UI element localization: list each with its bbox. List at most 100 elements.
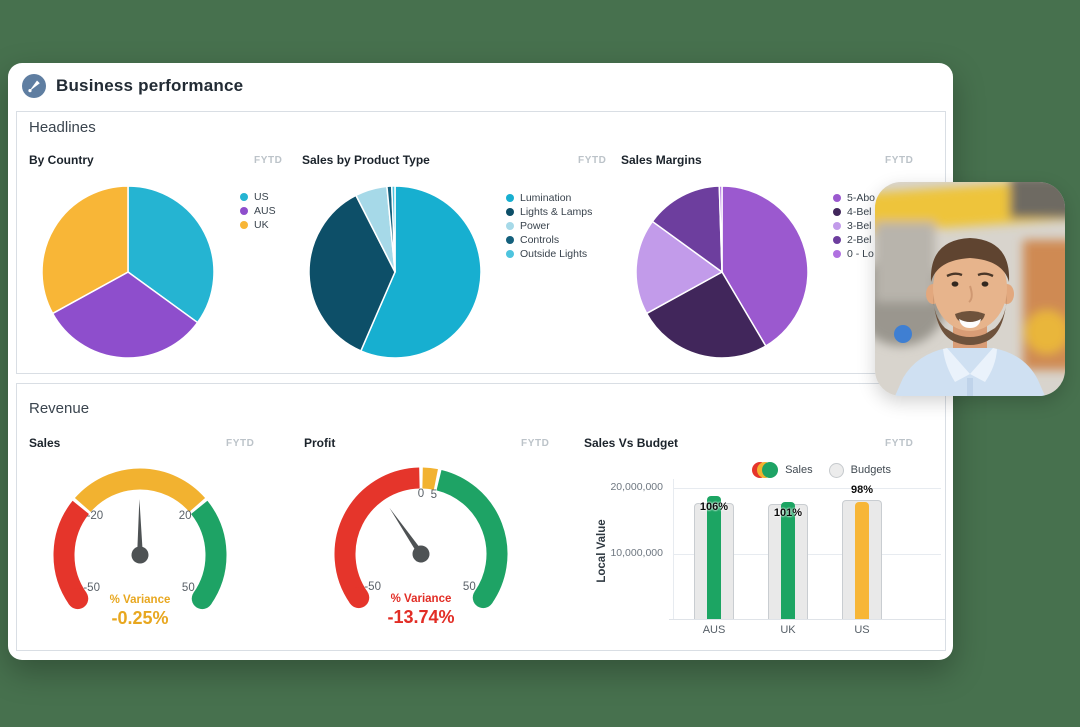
pie-slice-0 - Lo[interactable] — [718, 185, 723, 273]
legend-dot — [506, 235, 514, 244]
pie-slice-5-Abo[interactable] — [721, 185, 809, 347]
legend-item-Lights & Lamps[interactable]: Lights & Lamps — [506, 205, 593, 218]
sales-bar-US[interactable] — [855, 502, 869, 619]
category-label-UK: UK — [780, 624, 796, 636]
sales-variance-value: -0.25% — [111, 608, 169, 628]
profit-variance-label: % Variance — [390, 593, 452, 605]
sales-margins-pie-chart[interactable] — [632, 182, 812, 362]
gauge-tick--50: -50 — [364, 580, 381, 593]
legend-dot — [506, 249, 514, 258]
sales-gauge-title: Sales — [29, 436, 61, 450]
category-label-AUS: AUS — [702, 624, 726, 636]
gauge-needle — [131, 499, 149, 564]
gauge-tick-5: 5 — [430, 489, 437, 502]
sales-by-product-type-pie-chart[interactable] — [305, 182, 485, 362]
profit-variance-value: -13.74% — [387, 607, 455, 627]
sales-vs-budget-bar-chart[interactable]: 106% 101% 98% — [673, 479, 941, 619]
gauge-tick-50: 50 — [462, 580, 476, 593]
legend-item-3-Bel[interactable]: 3-Bel — [833, 219, 875, 232]
category-label-US: US — [854, 624, 870, 636]
budgets-legend-label: Budgets — [850, 464, 891, 476]
legend-dot — [240, 220, 248, 229]
legend-label: US — [254, 190, 269, 203]
pie-slice-Outside Lights[interactable] — [391, 185, 396, 273]
bar-percentage-label-UK: 101% — [773, 507, 803, 520]
legend-item-4-Bel[interactable]: 4-Bel — [833, 205, 875, 218]
profit-gauge-title: Profit — [304, 436, 336, 450]
sales-variance-gauge[interactable]: % Variance -0.25% -20 20 -50 50 — [45, 461, 235, 641]
legend-item-Power[interactable]: Power — [506, 219, 592, 232]
bar-percentage-label-US: 98% — [850, 483, 874, 496]
pie-slice-UK[interactable] — [41, 185, 129, 315]
legend-label: Outside Lights — [520, 247, 588, 260]
legend-label: 3-Bel — [847, 219, 872, 232]
sales-bar-AUS[interactable] — [707, 495, 721, 619]
sales-margins-period: FYTD — [885, 155, 914, 166]
revenue-heading: Revenue — [29, 400, 90, 417]
legend-item-0 - Lo[interactable]: 0 - Lo — [833, 247, 875, 260]
gauge-tick-20: 20 — [178, 510, 192, 523]
sales-vs-budget-title: Sales Vs Budget — [584, 436, 679, 450]
legend-dot — [833, 193, 841, 202]
y-axis-tick-20m: 20,000,000 — [610, 481, 663, 493]
headlines-heading: Headlines — [29, 119, 96, 136]
profile-photo-illustration — [875, 182, 1065, 396]
sales-by-product-type-legend[interactable]: Lumination Lights & Lamps Power Controls Out… — [506, 192, 593, 260]
sales-legend-icon — [752, 462, 779, 478]
pie-slice-3-Bel[interactable] — [635, 220, 723, 315]
sales-margins-title: Sales Margins — [621, 153, 702, 167]
legend-item-Lumination[interactable]: Lumination — [506, 192, 592, 204]
legend-label: 2-Bel — [847, 233, 872, 246]
legend-dot — [506, 207, 514, 216]
man-figure — [895, 238, 1045, 396]
legend-label: 5-Abo — [847, 191, 876, 204]
legend-dot — [506, 221, 514, 230]
app-header: Business performance — [22, 74, 243, 98]
legend-item-5-Abo[interactable]: 5-Abo — [833, 191, 876, 204]
pie-slice-Lights & Lamps[interactable] — [308, 194, 396, 352]
legend-item-AUS[interactable]: AUS — [240, 204, 276, 217]
sales-bar-UK[interactable] — [781, 502, 795, 619]
pie-slice-US[interactable] — [127, 185, 215, 324]
pie-slice-2-Bel[interactable] — [651, 185, 723, 273]
x-axis-line — [669, 619, 945, 620]
sales-vs-budget-period: FYTD — [885, 438, 914, 449]
legend-dot — [240, 192, 248, 201]
legend-item-Outside Lights[interactable]: Outside Lights — [506, 247, 592, 260]
legend-item-UK[interactable]: UK — [240, 219, 276, 231]
legend-item-2-Bel[interactable]: 2-Bel — [833, 233, 875, 246]
pie-slice-AUS[interactable] — [51, 271, 199, 359]
gauge-tick-0: 0 — [417, 488, 425, 500]
sales-by-product-type-period: FYTD — [578, 155, 607, 166]
profile-photo — [875, 182, 1065, 396]
by-country-pie-chart[interactable] — [38, 182, 218, 362]
legend-label: 0 - Lo — [847, 247, 874, 260]
legend-dot — [833, 221, 841, 230]
sales-gauge-period: FYTD — [226, 438, 255, 449]
by-country-title: By Country — [29, 153, 94, 167]
legend-item-US[interactable]: US — [240, 190, 276, 203]
gauge-needle — [389, 507, 430, 563]
legend-label: Lights & Lamps — [520, 205, 593, 218]
page-title: Business performance — [56, 76, 244, 95]
by-country-period: FYTD — [254, 155, 283, 166]
profit-gauge-period: FYTD — [521, 438, 550, 449]
pie-slice-Lumination[interactable] — [360, 185, 482, 359]
y-axis-line — [673, 479, 674, 619]
profit-variance-gauge[interactable]: % Variance -13.74% 0 5 -50 50 — [326, 460, 516, 640]
legend-label: AUS — [254, 204, 276, 217]
legend-label: 4-Bel — [847, 205, 872, 218]
sales-variance-label: % Variance — [109, 594, 171, 606]
sales-by-product-type-title: Sales by Product Type — [302, 153, 430, 167]
by-country-legend[interactable]: US AUS UK — [240, 190, 276, 231]
legend-dot — [833, 207, 841, 216]
legend-label: Power — [520, 219, 550, 232]
legend-budgets[interactable]: Budgets — [828, 462, 891, 478]
bar-chart-legend[interactable]: Sales Budgets — [752, 462, 891, 478]
sales-margins-legend[interactable]: 5-Abo 4-Bel 3-Bel 2-Bel 0 - Lo — [833, 191, 876, 260]
pie-slice-4-Bel[interactable] — [645, 271, 767, 359]
legend-item-Controls[interactable]: Controls — [506, 234, 592, 246]
gauge-tick-50: 50 — [181, 581, 195, 594]
legend-sales[interactable]: Sales — [752, 462, 813, 478]
